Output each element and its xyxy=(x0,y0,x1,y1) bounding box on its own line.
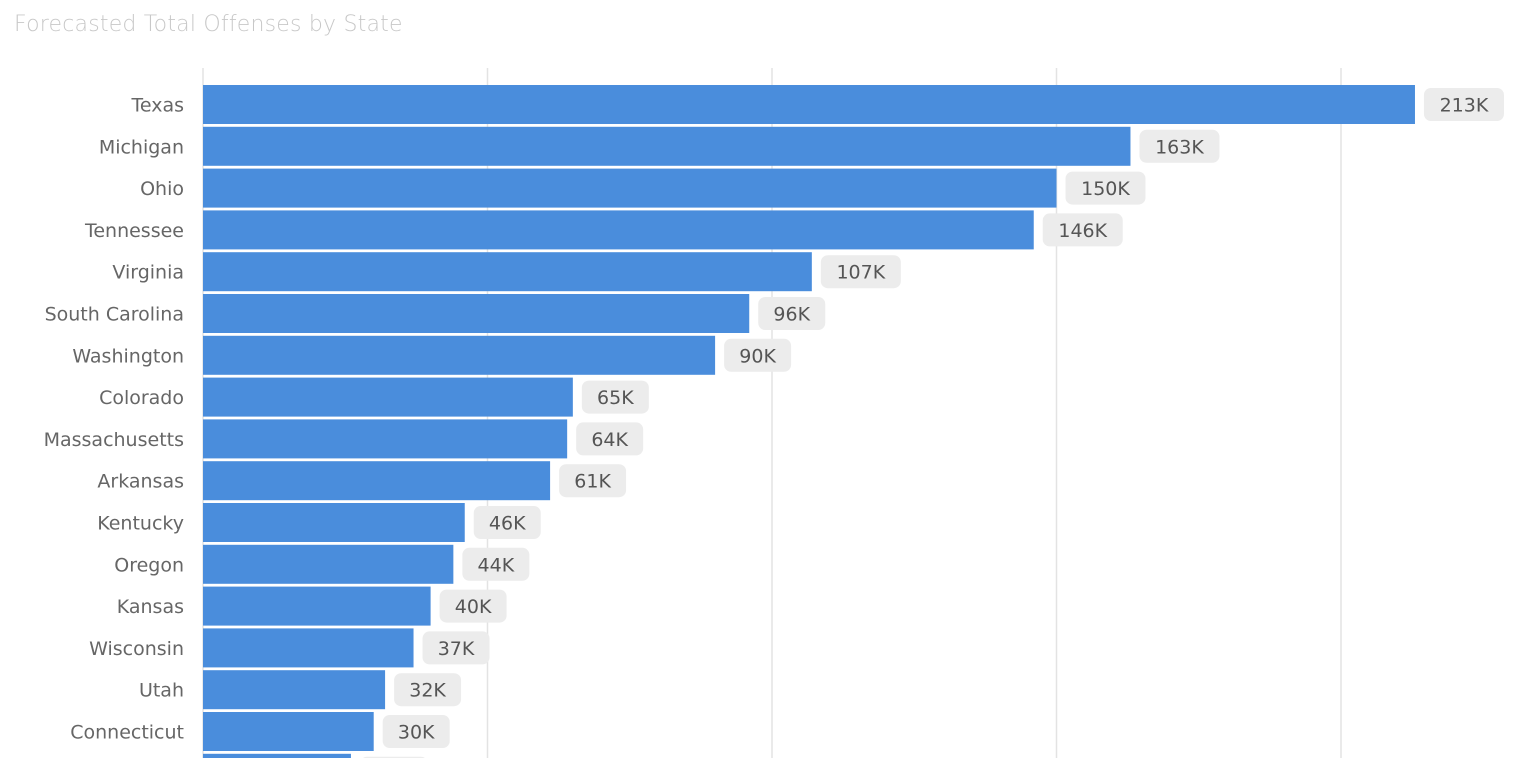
bar xyxy=(203,377,573,417)
category-label: Michigan xyxy=(99,136,184,158)
data-label-background xyxy=(820,255,901,289)
bar xyxy=(203,628,414,668)
data-label-background xyxy=(1423,88,1504,121)
category-label: Arkansas xyxy=(97,471,184,493)
bar xyxy=(203,252,812,292)
bar xyxy=(203,461,551,501)
data-label: 37K xyxy=(438,638,475,660)
data-label: 163K xyxy=(1155,136,1204,158)
data-label-background xyxy=(422,631,490,665)
data-label: 96K xyxy=(773,304,810,326)
data-label: 46K xyxy=(489,513,526,535)
bar xyxy=(203,168,1057,208)
chart-title: Forecasted Total Offenses by State xyxy=(14,12,403,37)
data-label: 44K xyxy=(478,554,515,576)
data-label: 61K xyxy=(574,471,611,493)
category-label: Kansas xyxy=(117,596,184,618)
data-label-background xyxy=(1042,213,1123,247)
data-label: 90K xyxy=(739,345,776,367)
bar xyxy=(203,753,351,758)
category-label: Wisconsin xyxy=(89,638,184,660)
data-label-background xyxy=(1065,171,1146,205)
bar xyxy=(203,586,431,626)
data-label: 107K xyxy=(836,262,885,284)
category-label: Tennessee xyxy=(84,220,184,242)
data-label-background xyxy=(394,673,462,707)
data-label: 32K xyxy=(409,680,446,702)
category-label: Ohio xyxy=(140,178,184,200)
data-label-background xyxy=(382,715,450,748)
bar xyxy=(203,503,465,542)
bar xyxy=(203,670,386,710)
data-label: 146K xyxy=(1058,220,1107,242)
bar xyxy=(203,126,1131,166)
data-label: 213K xyxy=(1440,95,1489,117)
category-label: Virginia xyxy=(112,262,184,284)
category-label: Massachusetts xyxy=(44,429,184,451)
bar xyxy=(203,294,750,333)
data-label-background xyxy=(581,380,649,414)
bar xyxy=(203,544,454,584)
data-label-background xyxy=(439,589,507,623)
data-label: 64K xyxy=(591,429,628,451)
category-label: South Carolina xyxy=(45,304,184,326)
data-label: 30K xyxy=(398,722,435,744)
category-label: Utah xyxy=(139,680,184,702)
data-label: 40K xyxy=(455,596,492,618)
category-label: Kentucky xyxy=(97,513,184,535)
bar xyxy=(203,335,716,375)
data-label-background xyxy=(758,297,826,330)
bar xyxy=(203,85,1415,124)
data-label-background xyxy=(724,338,792,372)
data-label: 150K xyxy=(1081,178,1130,200)
bar xyxy=(203,419,568,459)
bar xyxy=(203,210,1034,250)
category-label: Washington xyxy=(72,345,184,367)
bar xyxy=(203,712,374,751)
data-label-background xyxy=(1139,129,1220,163)
category-label: Connecticut xyxy=(70,722,184,744)
category-label: Oregon xyxy=(114,554,184,576)
category-label: Texas xyxy=(130,95,184,117)
data-label: 65K xyxy=(597,387,634,409)
data-label-background xyxy=(473,506,541,539)
data-label-background xyxy=(559,464,627,498)
data-label-background xyxy=(462,547,530,581)
category-label: Colorado xyxy=(99,387,184,409)
data-label-background xyxy=(576,422,644,456)
